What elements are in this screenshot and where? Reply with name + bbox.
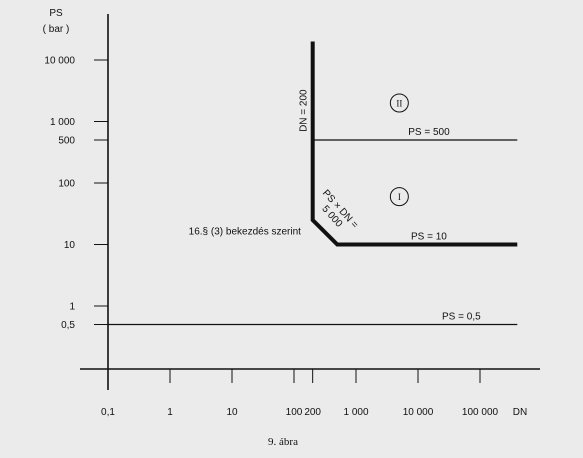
axes: [80, 14, 540, 390]
y-tick-label: 1: [69, 302, 75, 313]
x-tick-label: 100: [286, 407, 303, 418]
y-tick-label: 10: [64, 240, 76, 251]
y-axis-label: PS: [49, 8, 63, 19]
series-lines: [108, 41, 518, 326]
y-tick-label: 1 000: [50, 117, 75, 128]
y-axis-unit: ( bar ): [43, 24, 70, 35]
region-marker: [389, 93, 409, 113]
y-tick-label: 0,5: [61, 320, 75, 331]
annotation-label: 16.§ (3) bekezdés szerint: [189, 227, 302, 238]
x-tick-label: 1: [167, 407, 173, 418]
annotation-label: DN = 200: [299, 89, 310, 132]
x-tick-label: 10: [226, 407, 238, 418]
annotation-label: PS = 0,5: [442, 312, 481, 323]
region-label: II: [396, 98, 402, 108]
x-tick-label: 100 000: [462, 407, 499, 418]
region-label: I: [398, 192, 401, 202]
y-tick-label: 500: [58, 136, 75, 147]
x-axis-label: DN: [513, 407, 527, 418]
x-tick-label: 10 000: [403, 407, 434, 418]
series-line: [310, 41, 518, 247]
annotations: PS = 0,5 PS = 500 PS = 10 DN = 200 16.§ (3) …: [189, 89, 481, 323]
axis-ticks: 0,1 1 10 100 200 1 000 10 000 100 0000,51101005…: [44, 56, 498, 419]
y-tick-label: 100: [58, 179, 75, 190]
x-tick-label: 1 000: [343, 407, 368, 418]
x-tick-label: 200: [304, 407, 321, 418]
x-tick-label: 0,1: [101, 407, 115, 418]
annotation-label: PS = 500: [408, 127, 450, 138]
y-tick-label: 10 000: [44, 56, 75, 67]
annotation-label: PS = 10: [411, 232, 447, 243]
figure-caption: 9. ábra: [268, 436, 298, 448]
region-marker: [389, 187, 409, 207]
regions: III: [389, 93, 409, 207]
